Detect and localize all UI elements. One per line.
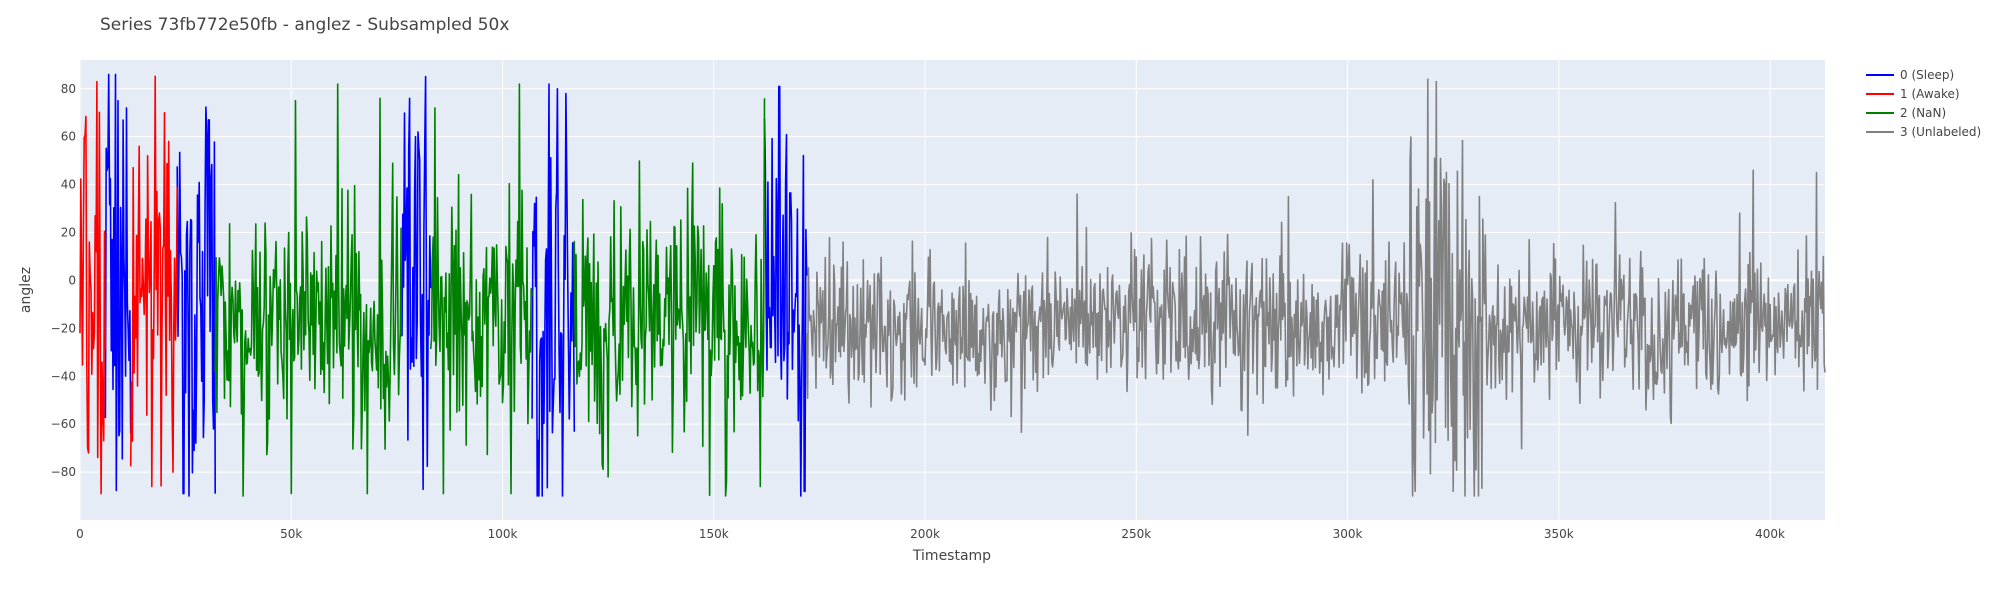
series-lines [79,73,1826,497]
x-tick-label: 150k [699,527,729,541]
y-tick-label: −20 [51,321,76,335]
series-line [104,73,132,492]
series-line [805,78,1826,497]
series-line [531,83,576,497]
y-tick-label: 0 [68,273,76,287]
legend-item[interactable]: 2 (NaN) [1866,106,1946,120]
y-tick-label: −60 [51,417,76,431]
y-tick-label: 60 [61,130,76,144]
y-tick-label: 80 [61,82,76,96]
x-tick-label: 350k [1544,527,1574,541]
series-1 [79,75,178,495]
series-line [400,75,432,491]
legend-item[interactable]: 1 (Awake) [1866,87,1960,101]
series-line [129,75,178,488]
series-line [214,83,402,497]
x-tick-label: 300k [1333,527,1363,541]
series-line [429,83,533,495]
y-axis-title: anglez [18,267,34,313]
legend-label: 3 (Unlabeled) [1900,125,1981,139]
x-tick-label: 200k [910,527,940,541]
x-tick-label: 0 [76,527,84,541]
series-line [763,85,808,497]
chart-title: Series 73fb772e50fb - anglez - Subsample… [100,15,509,35]
x-axis-title: Timestamp [912,548,991,564]
x-tick-labels: 0 50k 100k 150k 200k 250k 300k 350k 400k [76,527,1785,541]
legend-item[interactable]: 3 (Unlabeled) [1866,125,1981,139]
x-tick-label: 50k [280,527,302,541]
series-line [79,80,107,495]
y-tick-label: −40 [51,369,76,383]
series-0 [104,73,808,497]
series-2 [214,83,766,497]
legend-label: 0 (Sleep) [1900,68,1954,82]
legend-label: 2 (NaN) [1900,106,1946,120]
y-tick-labels: 80 60 40 20 0 −20 −40 −60 −80 [51,82,76,479]
series-line [573,98,766,497]
legend-label: 1 (Awake) [1900,87,1960,101]
series-3 [805,78,1826,497]
legend[interactable]: 0 (Sleep) 1 (Awake) 2 (NaN) 3 (Unlabeled) [1866,68,1981,139]
y-tick-label: 20 [61,226,76,240]
legend-item[interactable]: 0 (Sleep) [1866,68,1954,82]
y-tick-label: −80 [51,465,76,479]
x-tick-label: 400k [1755,527,1785,541]
x-tick-label: 250k [1121,527,1151,541]
y-tick-label: 40 [61,178,76,192]
x-tick-label: 100k [488,527,518,541]
series-line [176,106,216,497]
